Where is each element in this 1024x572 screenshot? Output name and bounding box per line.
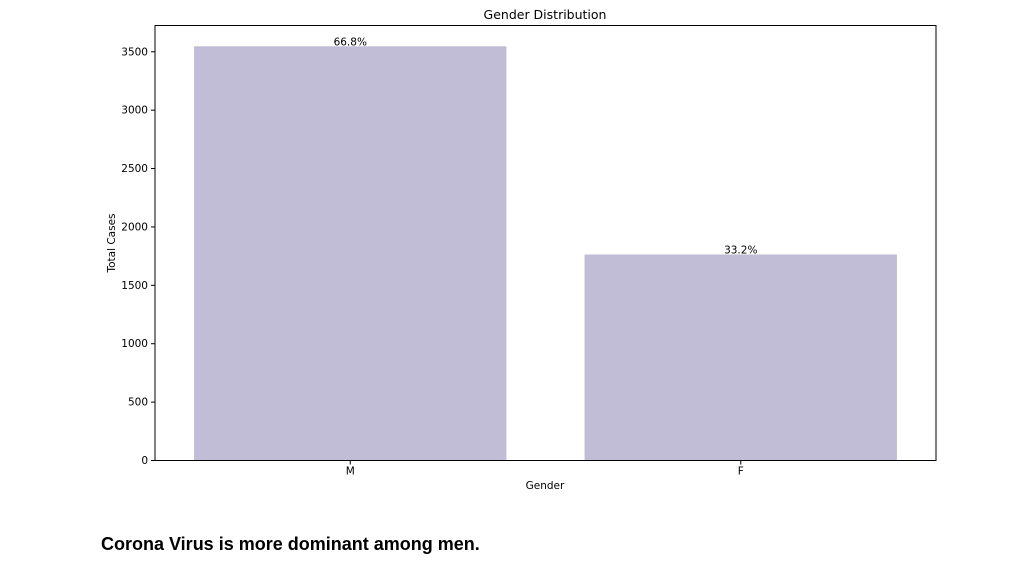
x-axis-label: Gender	[526, 480, 565, 492]
y-tick-label: 3000	[121, 105, 148, 117]
x-tick-label: M	[346, 466, 355, 478]
conclusion-caption: Corona Virus is more dominant among men.	[101, 534, 480, 554]
bars-layer: 66.8% 33.2%	[194, 36, 897, 461]
y-tick-label: 1000	[121, 338, 148, 350]
plot-frame	[154, 25, 937, 461]
y-tick-label: 3500	[121, 46, 148, 58]
bar-f	[584, 254, 897, 461]
bar-m	[194, 46, 507, 461]
bar-percent-label: 33.2%	[724, 245, 757, 257]
x-tick-label: F	[738, 466, 744, 478]
y-tick-label: 1500	[121, 280, 148, 292]
y-tick-label: 2500	[121, 163, 148, 175]
gender-distribution-chart: Gender Distribution 66.8% 33.2% 0 500 1000 1…	[106, 7, 937, 492]
bar-percent-label: 66.8%	[334, 36, 367, 48]
chart-title: Gender Distribution	[484, 7, 607, 22]
y-axis-label: Total Cases	[106, 213, 118, 273]
y-tick-label: 2000	[121, 221, 148, 233]
y-tick-label: 500	[128, 397, 148, 409]
y-axis: 0 500 1000 1500 2000 2500 3000 3500	[121, 46, 155, 467]
y-tick-label: 0	[141, 455, 148, 467]
